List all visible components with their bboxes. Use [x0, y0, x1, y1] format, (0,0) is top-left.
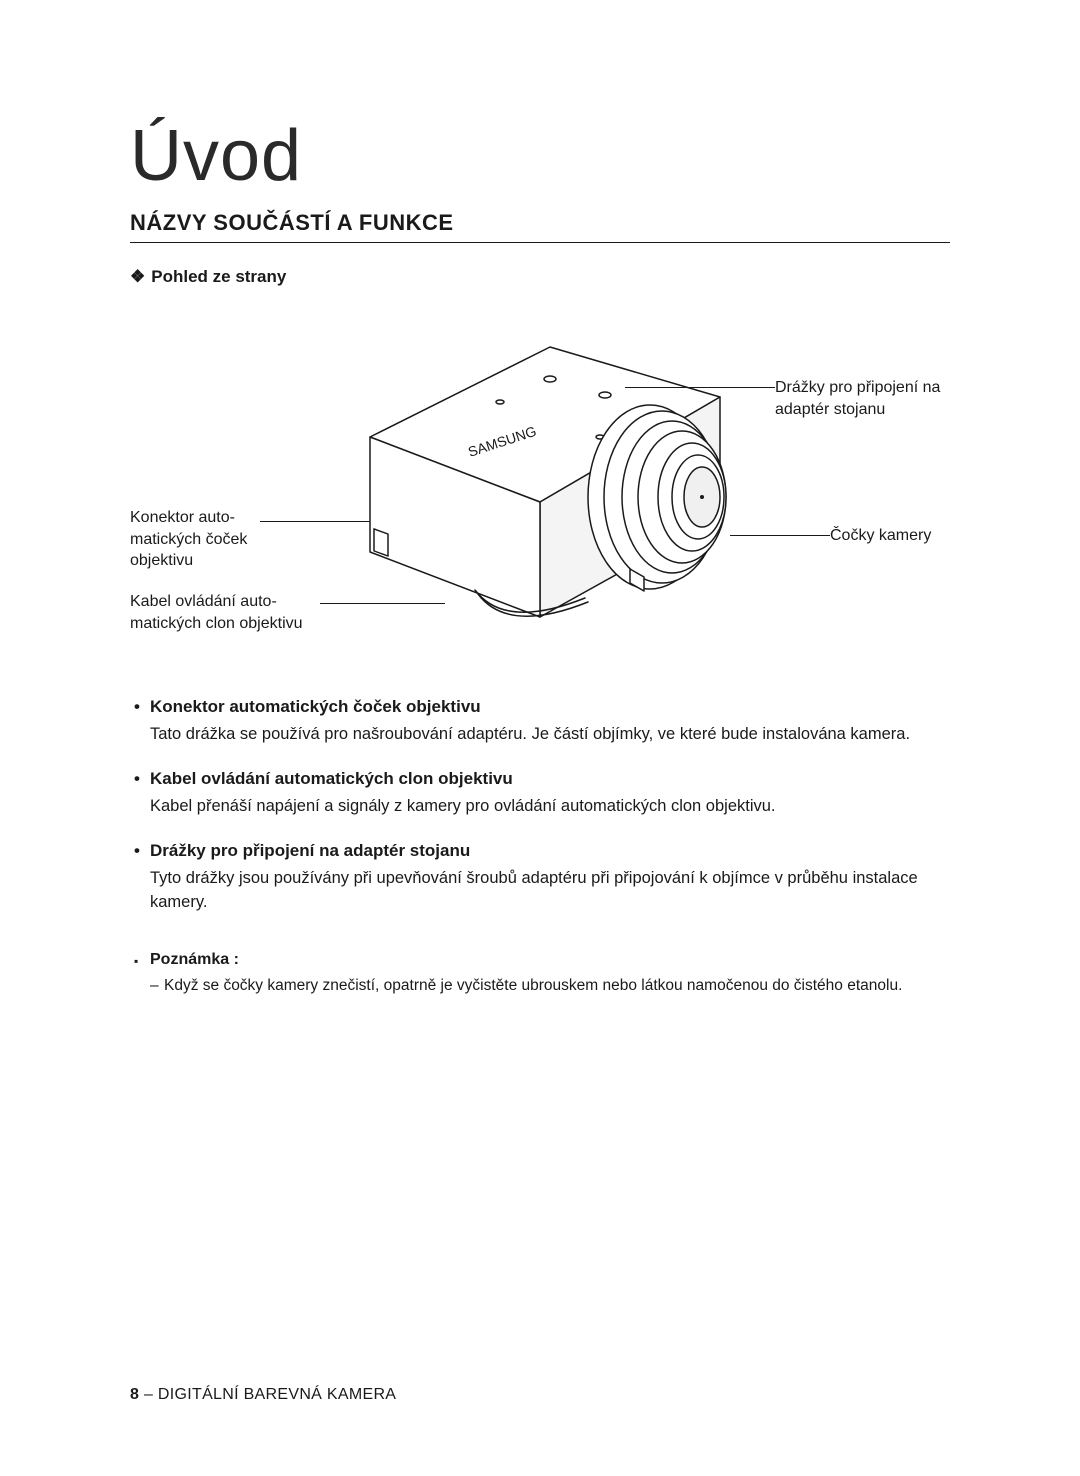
camera-svg: SAMSUNG: [300, 307, 780, 637]
leader-connector: [260, 521, 370, 522]
chapter-title: Úvod: [130, 120, 950, 192]
desc-title: Drážky pro připojení na adaptér stojanu: [150, 841, 950, 861]
camera-diagram: SAMSUNG Drážky pro připoj: [130, 307, 950, 667]
note-block: Poznámka : Když se čočky kamery znečistí…: [130, 951, 950, 997]
diamond-icon: ❖: [130, 267, 145, 286]
desc-body: Kabel přenáší napájení a signály z kamer…: [150, 795, 950, 819]
desc-item: Drážky pro připojení na adaptér stojanu …: [130, 841, 950, 915]
page-footer: 8 – DIGITÁLNÍ BAREVNÁ KAMERA: [130, 1386, 396, 1404]
leader-cable: [320, 603, 445, 604]
description-list: Konektor automatických čoček objektivu T…: [130, 697, 950, 915]
sub-heading-text: Pohled ze strany: [151, 267, 286, 286]
desc-item: Konektor automatických čoček objektivu T…: [130, 697, 950, 747]
callout-connector: Konektor auto- matických čoček objektivu: [130, 507, 275, 572]
section-title: NÁZVY SOUČÁSTÍ A FUNKCE: [130, 210, 950, 243]
footer-sep: –: [139, 1386, 158, 1403]
desc-item: Kabel ovládání automatických clon objekt…: [130, 769, 950, 819]
callout-groove: Drážky pro připojení na adaptér stojanu: [775, 377, 950, 420]
desc-body: Tyto drážky jsou používány při upevňován…: [150, 867, 950, 915]
desc-title: Konektor automatických čoček objektivu: [150, 697, 950, 717]
desc-title: Kabel ovládání automatických clon objekt…: [150, 769, 950, 789]
page-number: 8: [130, 1386, 139, 1403]
note-label: Poznámka :: [150, 951, 950, 969]
desc-body: Tato drážka se používá pro našroubování …: [150, 723, 950, 747]
callout-lens: Čočky kamery: [830, 525, 950, 547]
leader-lens: [730, 535, 830, 536]
callout-cable: Kabel ovládání auto- matických clon obje…: [130, 591, 340, 634]
footer-book: DIGITÁLNÍ BAREVNÁ KAMERA: [158, 1386, 396, 1403]
leader-groove: [625, 387, 775, 388]
sub-heading: ❖ Pohled ze strany: [130, 267, 950, 287]
note-body: Když se čočky kamery znečistí, opatrně j…: [150, 975, 950, 997]
